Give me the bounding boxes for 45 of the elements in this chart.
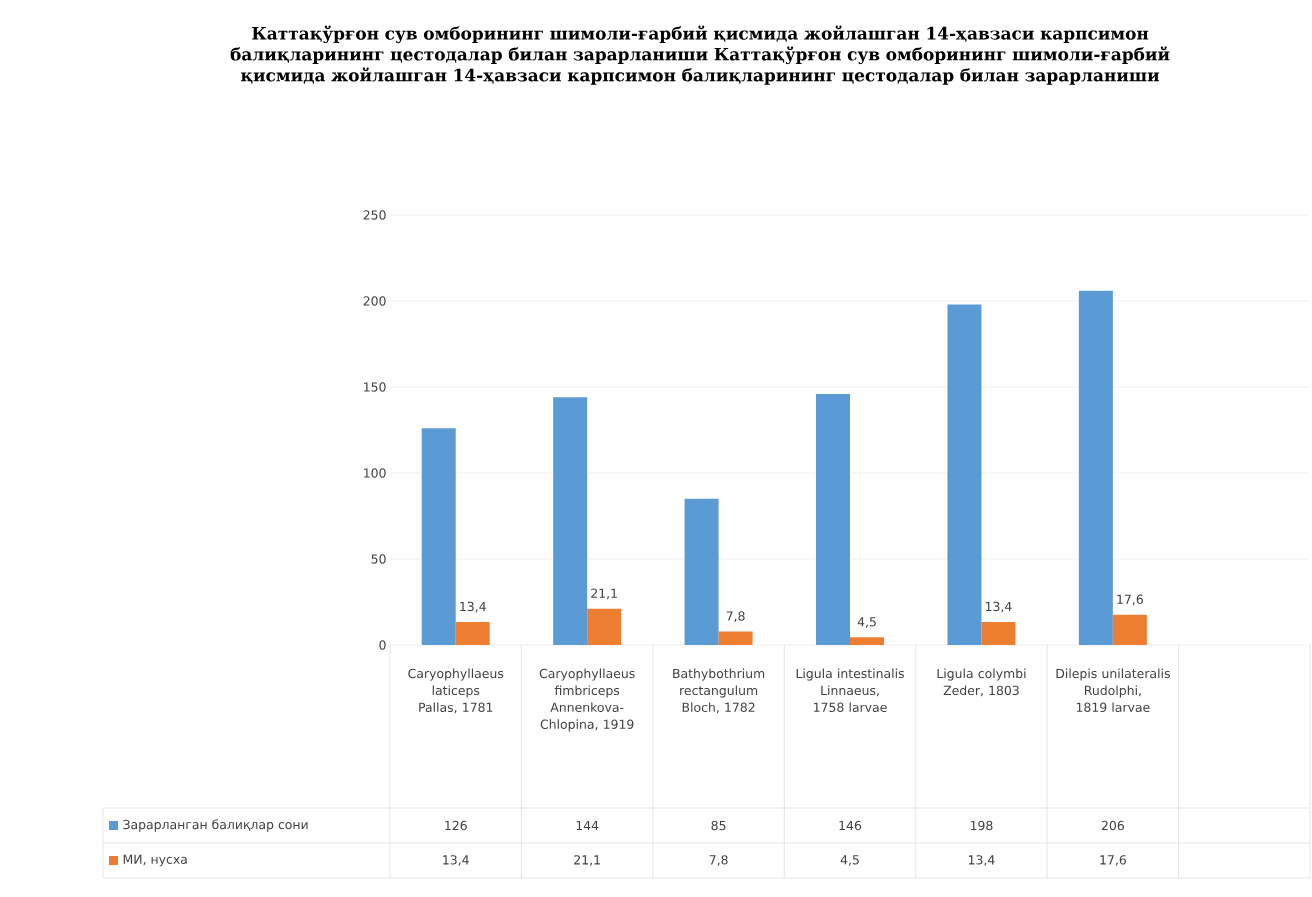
bar xyxy=(455,621,490,645)
data-label: 7,8 xyxy=(709,855,728,866)
x-tick-label: Dilepis unilateralis Rudolphi, 1819 larvae xyxy=(1056,668,1170,713)
text: 13,4 xyxy=(985,601,1012,613)
y-tick-label: 100 xyxy=(364,468,386,478)
bar xyxy=(1078,290,1113,645)
x-tick-label: Ligula intestinalis Linnaeus, 1758 larvae xyxy=(796,668,904,713)
y-tick-label: 250 xyxy=(363,210,386,220)
x-tick-label: Bathybothrium rectangulum Bloch, 1782 xyxy=(673,668,765,714)
data-label: 146 xyxy=(839,820,862,831)
bar xyxy=(850,637,885,645)
x-tick-label: Caryophyllaeus laticeps Pallas, 1781 xyxy=(408,668,504,714)
data-label: 4,5 xyxy=(840,855,859,866)
text: 7,8 xyxy=(726,611,745,623)
y-tick-label: 150 xyxy=(364,382,386,392)
text: 17,6 xyxy=(1117,594,1143,606)
chart-title: Каттақўрғон сув омборининг шимоли-ғарбий қисмида жойлашган 14-ҳавзаси карпсимон балиқларининг цестодалар билан зарарланиши Каттақўрғон сув омборининг шимоли-ғарбий қисмида жойлашган 14-ҳавзаси карпсимон балиқларининг цестодалар билан зарарланиши xyxy=(230,25,1170,85)
data-label: 206 xyxy=(1101,820,1124,831)
bar xyxy=(981,621,1016,645)
data-label: 198 xyxy=(970,820,993,831)
bar xyxy=(1112,614,1147,645)
data-label: 13,4 xyxy=(443,855,469,866)
data-label: 144 xyxy=(576,820,599,831)
data-label: 21,1 xyxy=(574,855,600,866)
text: 13,4 xyxy=(460,601,486,613)
legend-label: МИ, нусха xyxy=(123,854,187,867)
text: 21,1 xyxy=(591,588,617,600)
data-label: 13,4 xyxy=(968,855,995,866)
y-tick-label: 0 xyxy=(379,640,386,650)
x-tick-label: Caryophyllaeus fimbriceps Annenkova-Chlopina, 1919 xyxy=(539,668,635,732)
bar xyxy=(587,608,622,645)
y-tick-label: 200 xyxy=(363,296,386,306)
text: 4,5 xyxy=(857,617,876,628)
y-tick-label: 50 xyxy=(371,554,386,564)
bar xyxy=(421,428,456,645)
bar xyxy=(947,304,982,645)
x-tick-label: Ligula colymbi Zeder, 1803 xyxy=(937,668,1026,697)
data-label: 126 xyxy=(445,820,467,831)
data-label: 85 xyxy=(711,820,726,831)
bar xyxy=(718,631,753,645)
legend-label: Зарарланган балиқлар сони xyxy=(123,819,308,832)
bar xyxy=(816,393,851,645)
bar xyxy=(553,397,588,645)
data-label: 17,6 xyxy=(1100,855,1126,866)
bar xyxy=(684,498,719,645)
